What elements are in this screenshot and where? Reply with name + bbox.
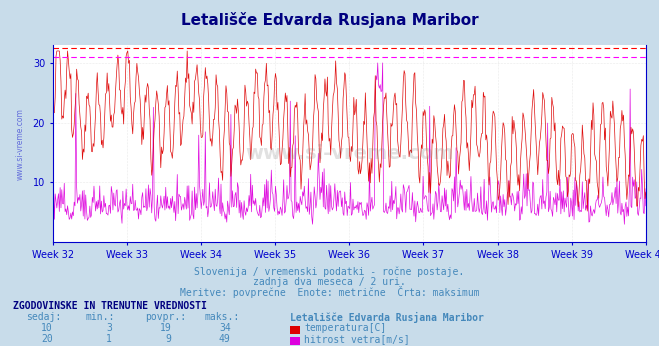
Text: povpr.:: povpr.: — [145, 312, 186, 322]
Text: sedaj:: sedaj: — [26, 312, 61, 322]
Text: Letališče Edvarda Rusjana Maribor: Letališče Edvarda Rusjana Maribor — [181, 12, 478, 28]
Text: min.:: min.: — [86, 312, 115, 322]
Text: 20: 20 — [41, 334, 53, 344]
Text: 1: 1 — [106, 334, 112, 344]
Text: www.si-vreme.com: www.si-vreme.com — [245, 144, 453, 163]
Text: 10: 10 — [41, 323, 53, 333]
Text: ZGODOVINSKE IN TRENUTNE VREDNOSTI: ZGODOVINSKE IN TRENUTNE VREDNOSTI — [13, 301, 207, 311]
Text: www.si-vreme.com: www.si-vreme.com — [16, 108, 24, 180]
Text: Slovenija / vremenski podatki - ročne postaje.: Slovenija / vremenski podatki - ročne po… — [194, 266, 465, 277]
Text: hitrost vetra[m/s]: hitrost vetra[m/s] — [304, 334, 410, 344]
Text: Meritve: povprečne  Enote: metrične  Črta: maksimum: Meritve: povprečne Enote: metrične Črta:… — [180, 286, 479, 298]
Text: 3: 3 — [106, 323, 112, 333]
Text: temperatura[C]: temperatura[C] — [304, 323, 387, 333]
Text: 49: 49 — [219, 334, 231, 344]
Text: Letališče Edvarda Rusjana Maribor: Letališče Edvarda Rusjana Maribor — [290, 312, 484, 323]
Text: 9: 9 — [165, 334, 171, 344]
Text: zadnja dva meseca / 2 uri.: zadnja dva meseca / 2 uri. — [253, 277, 406, 287]
Text: 19: 19 — [159, 323, 171, 333]
Text: 34: 34 — [219, 323, 231, 333]
Text: maks.:: maks.: — [204, 312, 239, 322]
